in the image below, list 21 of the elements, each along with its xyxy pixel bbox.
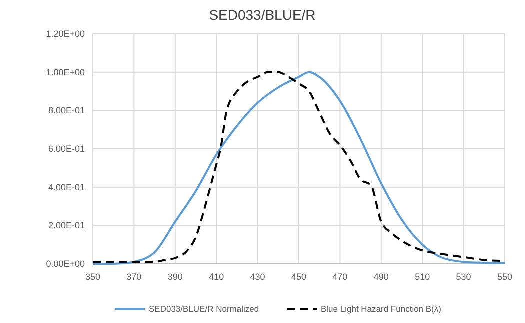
x-tick-label: 350	[85, 272, 101, 282]
y-tick-label: 0.00E+00	[46, 259, 85, 269]
x-tick-label: 410	[209, 272, 224, 282]
chart-title: SED033/BLUE/R	[209, 7, 316, 23]
legend-label: SED033/BLUE/R Normalized	[149, 304, 260, 314]
x-tick-label: 490	[374, 272, 389, 282]
y-tick-label: 2.00E-01	[48, 220, 85, 231]
x-tick-label: 550	[497, 272, 513, 282]
x-tick-label: 510	[415, 272, 430, 282]
y-tick-label: 6.00E-01	[48, 144, 85, 154]
x-tick-label: 430	[250, 272, 266, 282]
x-tick-label: 530	[456, 272, 472, 282]
x-tick-label: 370	[126, 272, 142, 282]
x-tick-label: 470	[332, 272, 348, 282]
y-tick-label: 4.00E-01	[48, 182, 85, 192]
x-tick-label: 450	[291, 272, 307, 282]
x-tick-label: 390	[168, 272, 183, 282]
y-tick-label: 1.20E+00	[46, 29, 85, 39]
y-tick-label: 1.00E+00	[46, 67, 85, 78]
legend-label: Blue Light Hazard Function B(λ)	[321, 304, 442, 314]
y-tick-label: 8.00E-01	[48, 106, 85, 116]
